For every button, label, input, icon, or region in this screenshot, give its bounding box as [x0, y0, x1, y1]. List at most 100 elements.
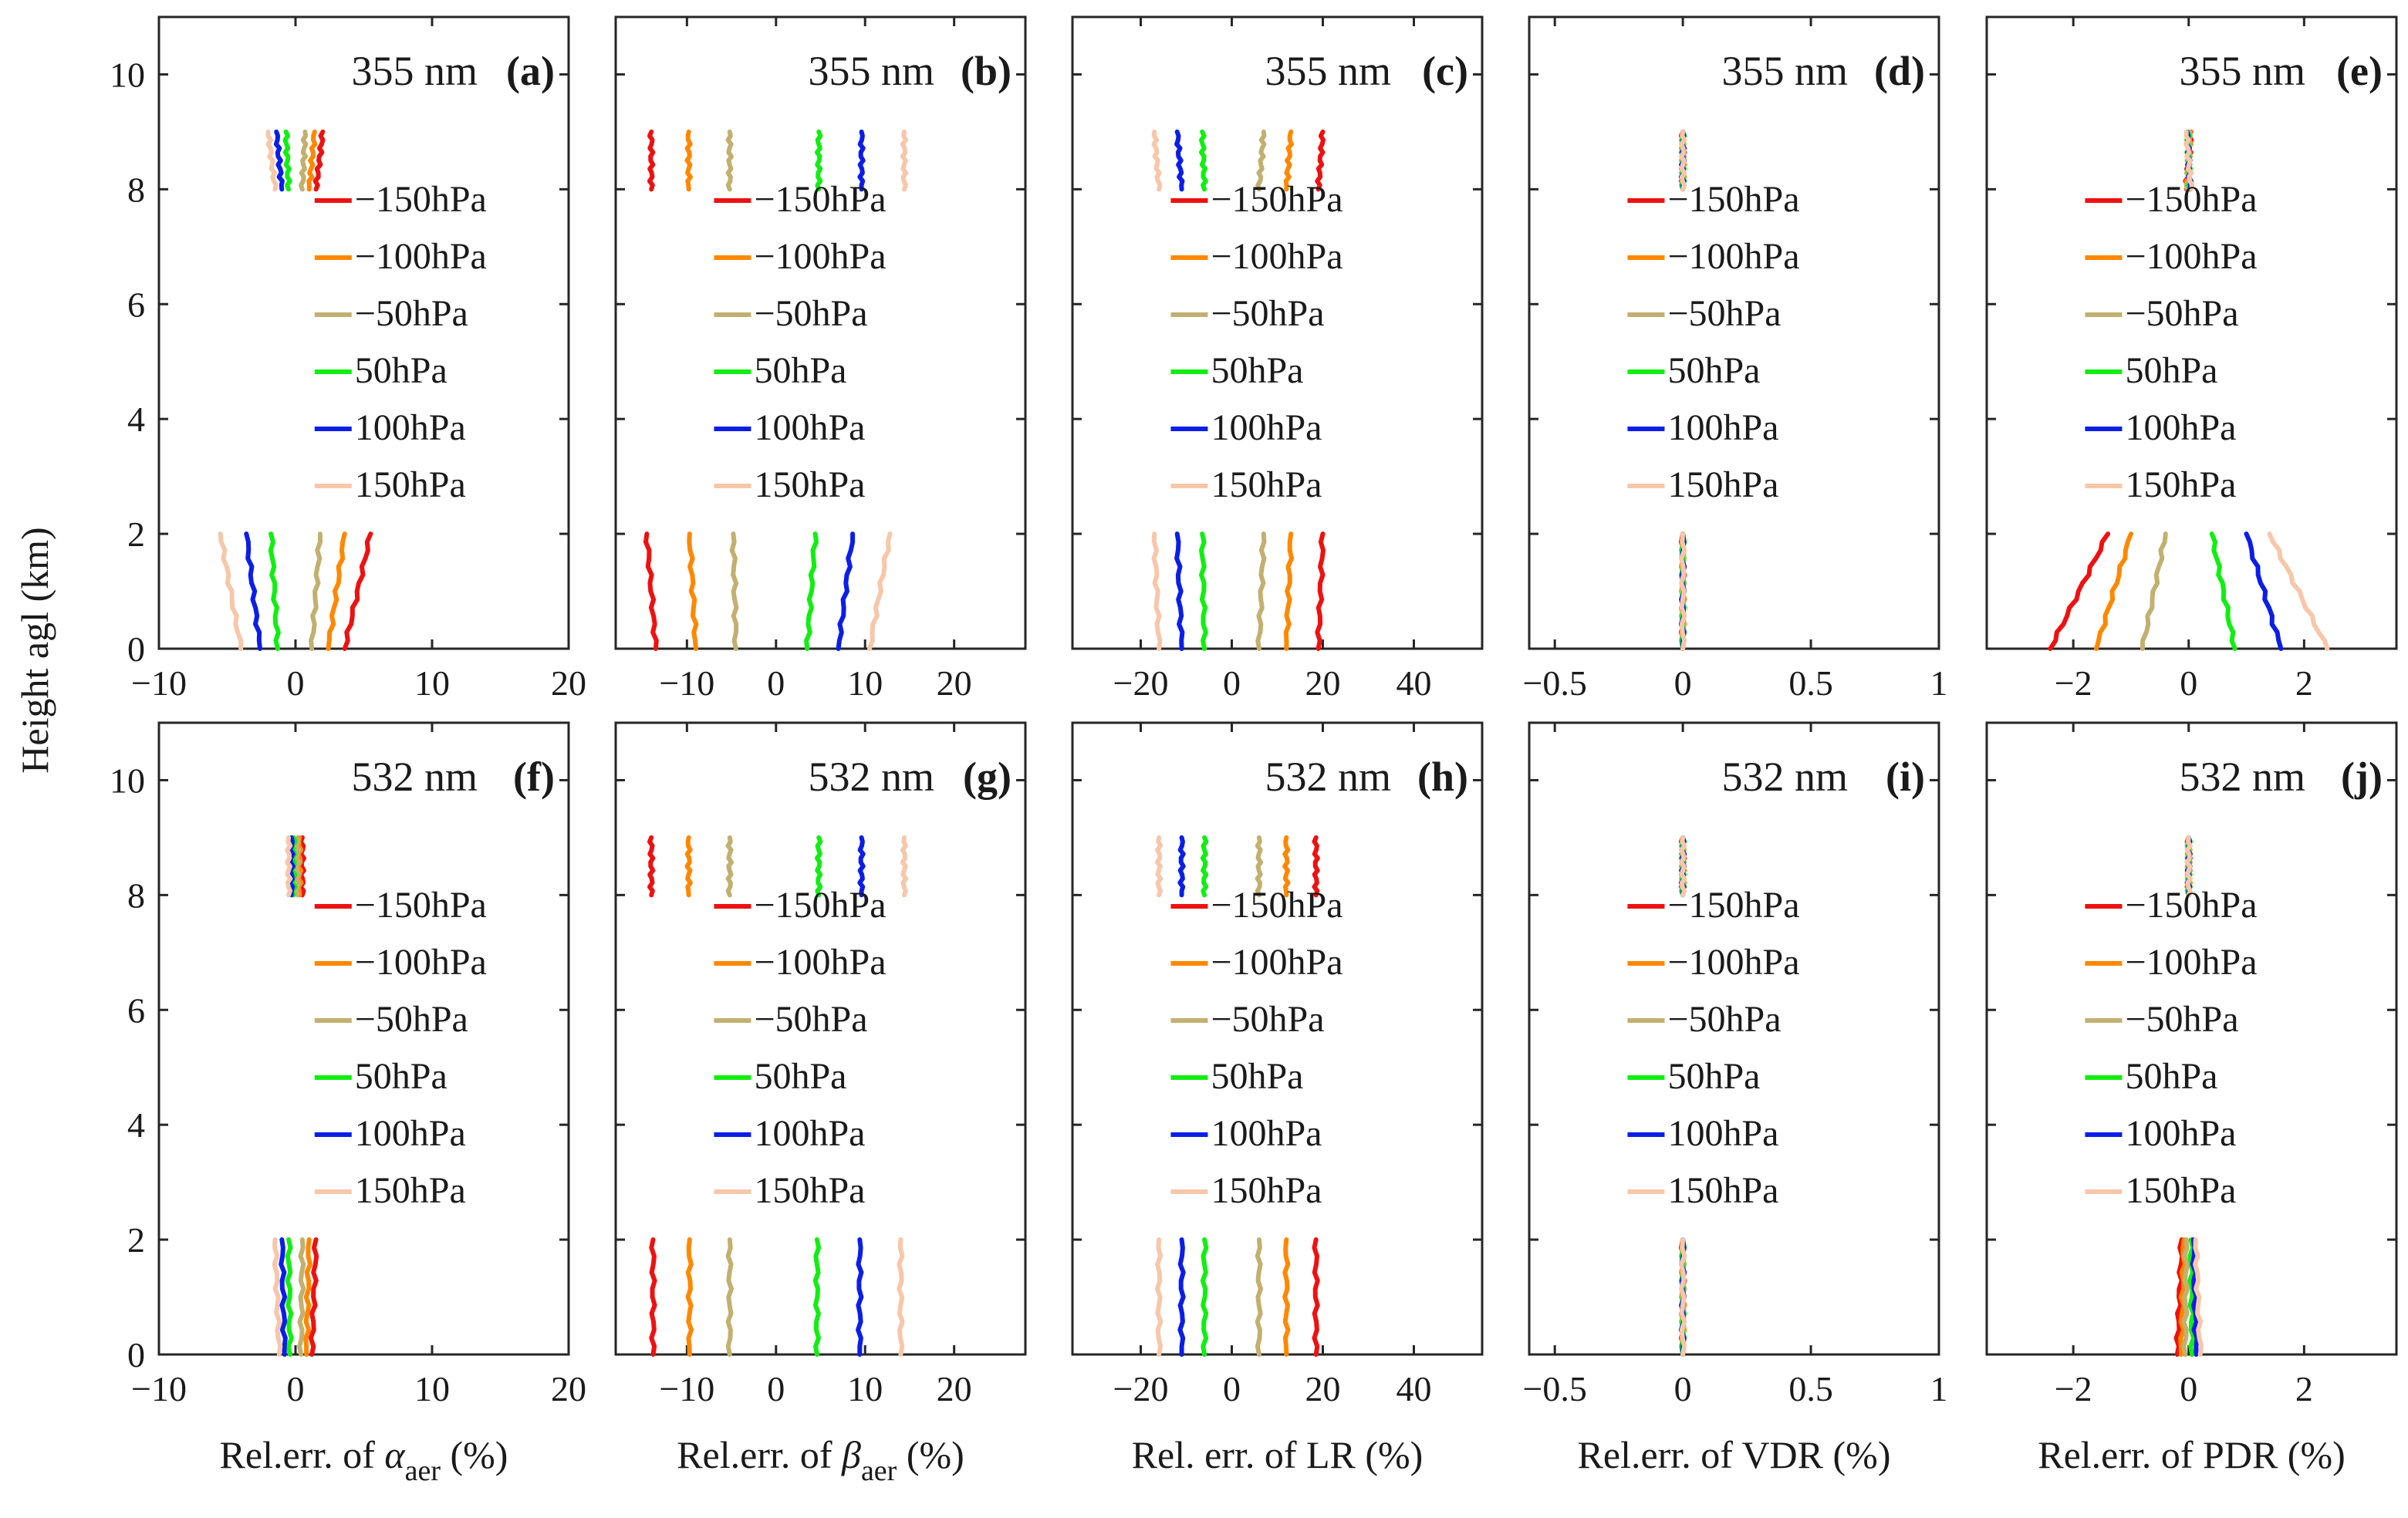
series-line-high-2 [293, 835, 302, 898]
x-tick-label: −10 [659, 1369, 714, 1408]
series-line-high-4 [1174, 129, 1185, 192]
x-axis-label: Rel. err. of LR (%) [1132, 1433, 1424, 1476]
series-line-high-1 [1282, 835, 1291, 898]
legend-entry: 150hPa [754, 464, 865, 505]
x-tick-label: 0 [287, 1369, 305, 1408]
panel-wavelength: 355 nm [351, 48, 478, 94]
series-line-high-5 [265, 129, 279, 192]
series-line-low-4 [2244, 531, 2284, 651]
legend-entry: 50hPa [754, 1056, 846, 1097]
series-line-low-0 [643, 531, 659, 651]
panel-label: (b) [961, 48, 1011, 94]
panel-e: −2 0 2 355 nm (e) −150hPa −100hPa −50hPa 50hPa 10… [1985, 15, 2398, 703]
series-line-low-0 [2048, 531, 2111, 651]
x-tick-label: 0 [1674, 663, 1692, 703]
x-tick-label: 1 [1930, 1369, 1948, 1408]
legend-entry: −100hPa [2125, 236, 2257, 277]
legend-entry: 100hPa [1667, 407, 1778, 448]
series-line-high-2 [1255, 835, 1264, 898]
x-tick-label: 40 [1397, 663, 1432, 703]
legend-entry: 150hPa [754, 1170, 865, 1211]
series-line-high-2 [725, 835, 734, 898]
series-line-low-1 [685, 1237, 694, 1357]
series-line-low-3 [812, 1237, 822, 1357]
series-line-high-4 [1177, 835, 1186, 898]
x-tick-label: 2 [2295, 663, 2313, 703]
series-line-high-2 [725, 129, 734, 192]
x-tick-label: 40 [1397, 1369, 1432, 1408]
axes-box [1985, 15, 2398, 650]
panel-h: −20 0 20 40 532 nm (h) −150hPa −100hPa −50hPa 50h… [1071, 721, 1484, 1476]
series-line-low-5 [1679, 1237, 1687, 1357]
x-tick-label: 20 [937, 1369, 972, 1408]
series-line-low-1 [303, 1237, 312, 1357]
legend-entry: 100hPa [754, 1113, 865, 1154]
series-line-low-5 [218, 531, 244, 651]
series-line-low-0 [1312, 1237, 1320, 1357]
legend-entry: 100hPa [1211, 407, 1322, 448]
legend-entry: −100hPa [1211, 942, 1342, 983]
series-line-low-5 [272, 1237, 283, 1357]
series-line-low-1 [326, 531, 347, 651]
series-line-low-5 [2193, 1237, 2204, 1357]
x-tick-label: 0 [767, 663, 785, 703]
series-line-high-0 [312, 129, 326, 192]
axes-box [1528, 721, 1940, 1356]
series-line-low-2 [1255, 1237, 1264, 1357]
series-line-low-3 [1200, 1237, 1209, 1357]
series-line-low-2 [725, 1237, 734, 1357]
y-tick-label: 10 [110, 761, 145, 800]
y-tick-label: 2 [127, 1220, 145, 1260]
y-tick-label: 6 [127, 990, 145, 1030]
x-tick-label: 0 [1674, 1369, 1692, 1408]
series-line-high-0 [1312, 835, 1320, 898]
legend-entry: 50hPa [1667, 1056, 1760, 1097]
legend-entry: −50hPa [1667, 999, 1781, 1040]
series-line-high-5 [900, 835, 909, 898]
series-line-low-5 [1154, 1237, 1163, 1357]
series-line-low-5 [1679, 531, 1687, 651]
series-line-low-4 [1177, 1237, 1186, 1357]
series-line-high-4 [273, 129, 285, 192]
series-line-low-0 [308, 1237, 319, 1357]
y-tick-label: 8 [127, 170, 145, 209]
series-line-low-2 [2140, 531, 2168, 651]
x-tick-label: 2 [2295, 1369, 2313, 1408]
legend-entry: −100hPa [1667, 236, 1799, 277]
y-tick-label: 10 [110, 55, 145, 94]
x-tick-label: −2 [2055, 663, 2092, 703]
x-tick-label: −20 [1113, 663, 1169, 703]
series-line-high-3 [815, 835, 823, 898]
x-tick-label: −20 [1113, 1369, 1169, 1408]
series-line-low-4 [836, 531, 856, 651]
legend-entry: −100hPa [355, 942, 487, 983]
x-tick-label: 20 [551, 1369, 586, 1408]
legend-entry: −100hPa [754, 942, 886, 983]
legend-entry: 50hPa [1667, 350, 1760, 391]
axes-box [157, 15, 570, 650]
series-line-high-4 [857, 835, 866, 898]
y-tick-label: 2 [127, 514, 145, 554]
axes-box [157, 721, 570, 1356]
legend-entry: −150hPa [355, 179, 487, 220]
x-axis-label: Rel.err. of βaer (%) [677, 1433, 964, 1487]
panel-wavelength: 532 nm [351, 754, 478, 800]
legend-entry: 50hPa [355, 350, 447, 391]
series-line-low-5 [867, 531, 893, 651]
legend-entry: −150hPa [355, 885, 487, 926]
panel-label: (f) [513, 754, 555, 800]
legend-entry: 100hPa [1667, 1113, 1778, 1154]
legend-entry: −150hPa [1211, 179, 1342, 220]
legend-entry: −50hPa [1211, 293, 1324, 334]
legend-entry: 50hPa [1211, 350, 1303, 391]
x-tick-label: 0 [1223, 1369, 1241, 1408]
y-axis-label: Height agl (km) [13, 527, 56, 773]
series-line-high-2 [1255, 129, 1267, 192]
legend-entry: −150hPa [2125, 179, 2257, 220]
legend-entry: 50hPa [2125, 350, 2217, 391]
y-tick-label: 0 [127, 1335, 145, 1375]
series-line-low-4 [856, 1237, 864, 1357]
series-line-low-0 [1315, 531, 1326, 651]
